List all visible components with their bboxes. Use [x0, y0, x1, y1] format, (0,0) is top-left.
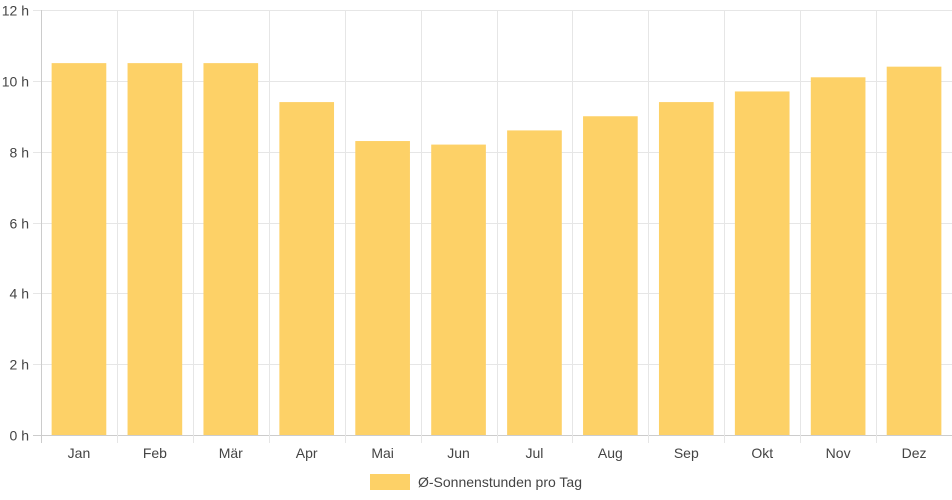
y-tick-label: 2 h	[10, 357, 29, 373]
y-tick-label: 10 h	[2, 74, 29, 90]
x-tick-label: Jun	[447, 445, 470, 461]
x-tick-label: Apr	[296, 445, 318, 461]
legend-label: Ø-Sonnenstunden pro Tag	[418, 474, 582, 490]
x-tick-label: Dez	[902, 445, 927, 461]
bar[interactable]	[431, 144, 486, 436]
y-tick-label: 6 h	[10, 216, 29, 232]
y-tick-label: 0 h	[10, 428, 29, 444]
bar[interactable]	[355, 141, 410, 435]
x-tick-label: Aug	[598, 445, 623, 461]
legend-swatch	[370, 474, 410, 490]
bar[interactable]	[583, 116, 638, 435]
legend[interactable]: Ø-Sonnenstunden pro Tag	[370, 474, 582, 490]
bar[interactable]	[658, 102, 714, 435]
y-tick-label: 8 h	[10, 145, 29, 161]
bar[interactable]	[279, 102, 335, 435]
x-tick-label: Sep	[674, 445, 699, 461]
bar[interactable]	[51, 63, 107, 435]
axes: 0 h 2 h 4 h 6 h 8 h 10 h 12 h Jan Feb Mär Apr Mai Ju…	[2, 3, 927, 462]
bar[interactable]	[507, 130, 562, 435]
bar[interactable]	[886, 66, 942, 436]
x-tick-label: Mai	[371, 445, 394, 461]
grid	[33, 10, 952, 443]
x-tick-label: Nov	[826, 445, 851, 461]
x-tick-label: Feb	[143, 445, 167, 461]
y-tick-label: 4 h	[10, 286, 29, 302]
bars	[51, 63, 942, 436]
x-tick-label: Jul	[526, 445, 544, 461]
x-tick-label: Okt	[751, 445, 773, 461]
bar[interactable]	[203, 63, 259, 435]
x-tick-label: Jan	[68, 445, 91, 461]
bar[interactable]	[734, 91, 790, 435]
bar[interactable]	[810, 77, 866, 436]
x-tick-label: Mär	[219, 445, 243, 461]
y-tick-label: 12 h	[2, 3, 29, 19]
bar[interactable]	[127, 63, 183, 435]
